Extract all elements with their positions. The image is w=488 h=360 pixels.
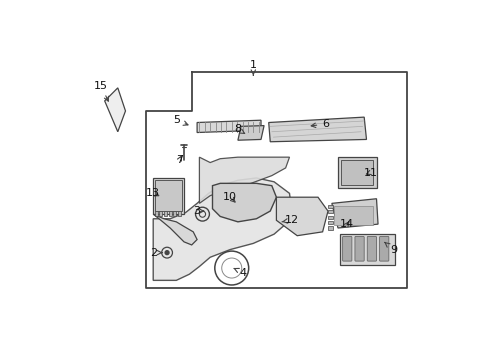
Bar xyxy=(333,206,372,225)
Text: 15: 15 xyxy=(94,81,108,101)
Text: 4: 4 xyxy=(234,267,246,278)
Polygon shape xyxy=(153,214,197,245)
FancyBboxPatch shape xyxy=(379,237,388,261)
FancyBboxPatch shape xyxy=(354,237,364,261)
Polygon shape xyxy=(153,178,183,214)
Polygon shape xyxy=(238,126,264,140)
Polygon shape xyxy=(337,157,376,188)
Polygon shape xyxy=(268,117,366,142)
FancyBboxPatch shape xyxy=(366,237,376,261)
Text: 13: 13 xyxy=(146,188,160,198)
FancyBboxPatch shape xyxy=(342,237,351,261)
Bar xyxy=(173,211,176,216)
Text: 2: 2 xyxy=(149,248,162,258)
Bar xyxy=(327,210,333,213)
Bar xyxy=(327,221,333,224)
Text: 5: 5 xyxy=(172,115,187,125)
Bar xyxy=(159,211,162,216)
Bar xyxy=(327,205,333,208)
Bar xyxy=(154,180,182,211)
Polygon shape xyxy=(212,183,276,222)
Polygon shape xyxy=(153,178,291,280)
Bar xyxy=(327,226,333,230)
Bar xyxy=(168,211,171,216)
Text: 14: 14 xyxy=(340,219,354,229)
Polygon shape xyxy=(276,197,327,236)
Bar xyxy=(154,211,158,216)
Text: 12: 12 xyxy=(282,215,298,225)
Polygon shape xyxy=(197,120,261,132)
Text: 3: 3 xyxy=(193,206,203,216)
Bar xyxy=(339,234,394,265)
Text: 7: 7 xyxy=(176,155,183,165)
Polygon shape xyxy=(104,88,125,132)
Bar xyxy=(327,216,333,219)
Polygon shape xyxy=(199,157,289,203)
Text: 6: 6 xyxy=(310,119,328,129)
Bar xyxy=(341,160,373,185)
Polygon shape xyxy=(331,199,377,228)
Text: 1: 1 xyxy=(249,60,256,75)
Bar xyxy=(178,211,181,216)
Bar xyxy=(163,211,167,216)
Text: 9: 9 xyxy=(384,242,396,255)
Circle shape xyxy=(165,251,169,255)
Text: 10: 10 xyxy=(223,192,237,202)
Text: 8: 8 xyxy=(234,125,244,134)
Text: 11: 11 xyxy=(363,167,377,177)
